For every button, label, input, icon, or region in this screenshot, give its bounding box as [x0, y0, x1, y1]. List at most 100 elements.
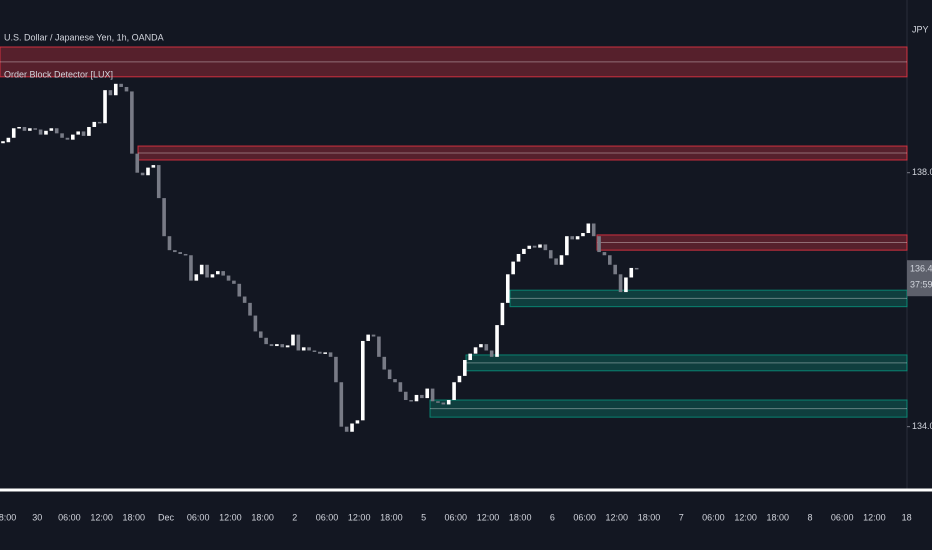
candle	[543, 244, 548, 251]
candle	[221, 271, 225, 276]
candle	[17, 126, 21, 129]
candle	[350, 423, 354, 432]
candle	[232, 280, 236, 284]
candle	[323, 352, 327, 354]
candle	[511, 261, 515, 275]
x-tick-label: 06:00	[187, 512, 210, 522]
countdown-label: 37:59	[910, 280, 932, 290]
candle	[430, 388, 435, 402]
candle	[226, 275, 231, 281]
candle	[301, 347, 306, 351]
x-tick-label: 7	[679, 512, 684, 522]
candle	[527, 245, 532, 249]
candle	[479, 344, 483, 348]
candle	[355, 420, 360, 424]
candle	[108, 90, 113, 96]
candle	[538, 244, 542, 248]
candle	[103, 90, 107, 124]
candle	[258, 331, 263, 338]
candle	[586, 223, 591, 234]
order-blocks	[0, 46, 908, 418]
candle	[11, 128, 16, 138]
candle	[28, 128, 32, 131]
candle	[54, 128, 59, 134]
candle	[387, 369, 392, 380]
candle	[173, 250, 177, 253]
candle	[242, 296, 247, 303]
candle	[65, 137, 70, 140]
candle	[559, 255, 564, 265]
candle	[591, 223, 596, 237]
candle	[457, 375, 462, 383]
candle	[489, 350, 494, 357]
candle	[71, 134, 75, 140]
candle	[216, 271, 220, 275]
candle	[554, 258, 558, 265]
candles	[1, 83, 639, 432]
order-block	[137, 145, 908, 161]
candle	[393, 379, 397, 383]
x-tick-label: 06:00	[573, 512, 596, 522]
candle	[500, 302, 505, 326]
candle	[248, 302, 252, 316]
last-price-box	[907, 260, 932, 297]
candle	[505, 274, 510, 303]
candle	[275, 344, 279, 347]
x-tick-label: 06:00	[316, 512, 339, 522]
indicator-label: Order Block Detector [LUX]	[4, 69, 113, 79]
x-tick-label: 8	[807, 512, 812, 522]
x-tick-label: Dec	[158, 512, 175, 522]
order-block	[509, 289, 908, 308]
chart-title: U.S. Dollar / Japanese Yen, 1h, OANDA	[4, 32, 164, 42]
candle	[296, 334, 301, 351]
candle	[178, 252, 183, 254]
candle	[205, 264, 209, 278]
candle	[33, 128, 38, 130]
x-tick-label: 18:00	[0, 512, 16, 522]
candle	[130, 91, 134, 154]
candle	[548, 250, 553, 259]
candle	[468, 353, 472, 361]
candle	[97, 121, 102, 124]
x-tick-label: 06:00	[702, 512, 725, 522]
candle	[87, 126, 91, 136]
candle	[597, 236, 601, 253]
x-tick-label: 18:00	[767, 512, 790, 522]
x-tick-label: 12:00	[734, 512, 757, 522]
candle	[49, 128, 54, 131]
candle	[253, 315, 258, 332]
candle	[22, 126, 27, 131]
candle	[344, 426, 349, 432]
currency-label: JPY	[912, 24, 929, 34]
candle	[473, 347, 478, 354]
candle	[532, 245, 537, 248]
x-tick-label: 12:00	[863, 512, 886, 522]
candle	[194, 274, 199, 281]
candle	[403, 391, 408, 401]
candle	[420, 394, 424, 399]
candle	[522, 248, 526, 254]
candle	[291, 334, 295, 346]
candle	[6, 137, 11, 143]
candle	[307, 347, 311, 351]
candle	[264, 337, 268, 345]
x-tick-label: 12:00	[477, 512, 500, 522]
candle	[452, 382, 456, 401]
candle	[183, 253, 188, 256]
candle	[156, 165, 161, 199]
candle	[613, 264, 617, 275]
candle	[189, 255, 193, 281]
x-tick-label: 12:00	[606, 512, 629, 522]
candle	[113, 83, 118, 96]
x-tick-label: 12:00	[219, 512, 242, 522]
candle	[446, 400, 451, 405]
candle	[570, 236, 575, 240]
candle	[199, 264, 204, 275]
candle	[328, 352, 333, 357]
candle	[608, 255, 612, 265]
x-tick-label: 06:00	[58, 512, 81, 522]
candle	[495, 325, 499, 357]
candle	[377, 336, 381, 357]
